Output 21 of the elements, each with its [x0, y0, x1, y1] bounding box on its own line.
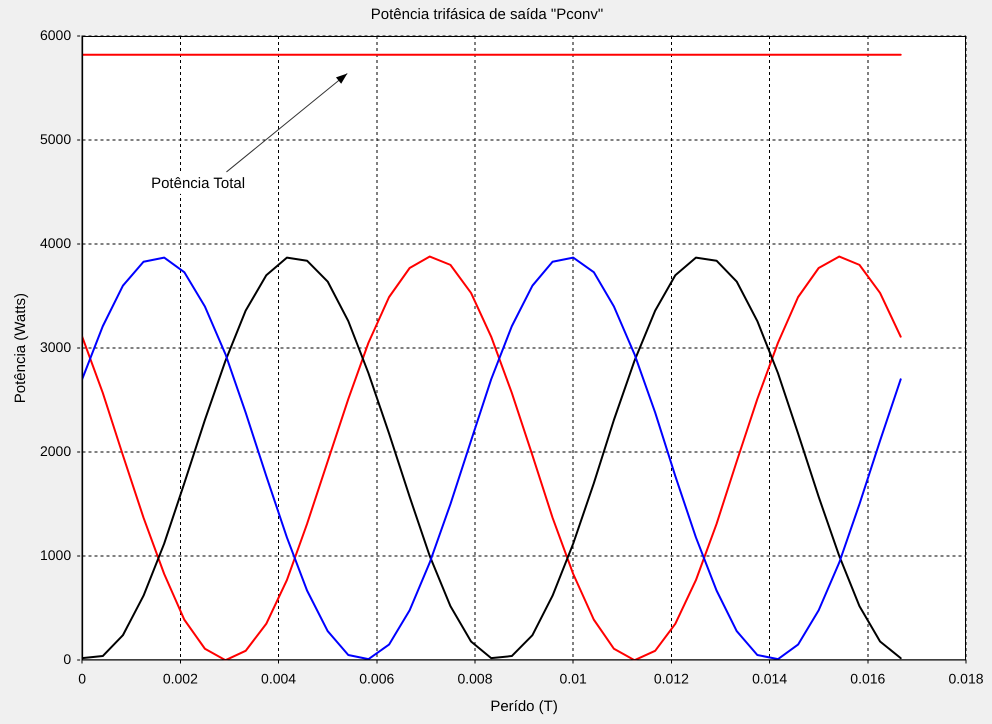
x-tick-label: 0.014	[752, 670, 788, 686]
x-tick-label: 0.002	[162, 670, 198, 686]
y-tick-label: 5000	[40, 130, 72, 147]
x-tick-label: 0.006	[359, 670, 394, 686]
x-tick-label: 0.018	[948, 670, 984, 686]
y-tick-label: 1000	[40, 547, 72, 564]
y-tick-label: 4000	[40, 234, 72, 251]
y-tick-label: 0	[63, 651, 72, 668]
annotation: Potência Total	[151, 175, 246, 192]
y-tick-label: 3000	[40, 338, 72, 355]
x-tick-label: 0.008	[457, 670, 493, 686]
x-tick-label: 0.01	[560, 670, 588, 686]
x-tick-label: 0.016	[850, 670, 886, 686]
x-tick-label: 0.004	[261, 670, 296, 686]
y-tick-label: 2000	[40, 442, 72, 459]
x-tick-label: 0	[78, 670, 86, 686]
y-tick-label: 6000	[40, 26, 72, 43]
y-axis-title: Potência (Watts)	[12, 292, 30, 404]
x-axis-title: Perído (T)	[490, 698, 558, 716]
x-tick-label: 0.012	[654, 670, 690, 686]
chart-title: Potência trifásica de saída "Pconv"	[370, 6, 604, 24]
